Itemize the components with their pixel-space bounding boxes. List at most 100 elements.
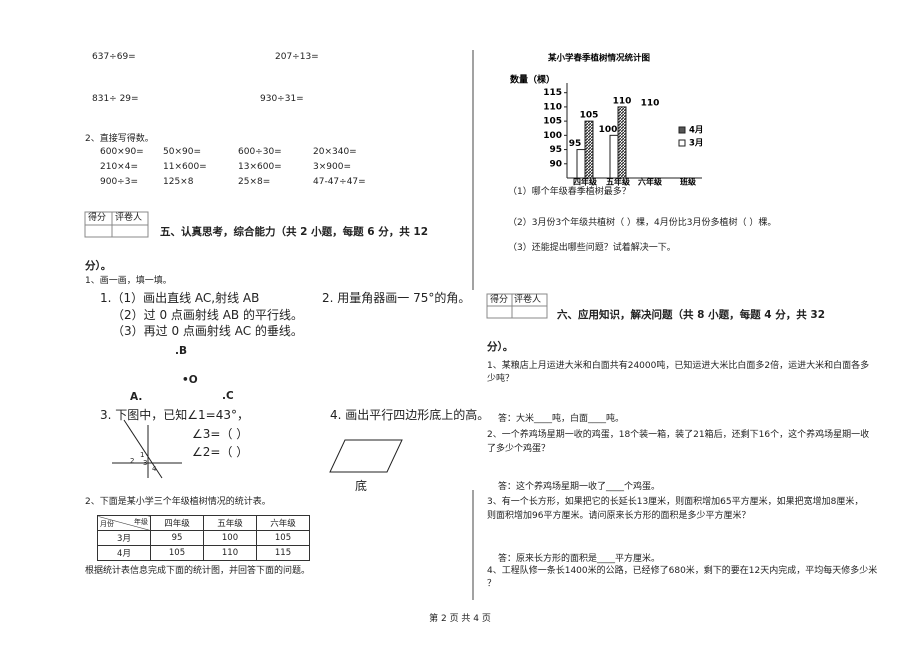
text: 13×600=	[238, 162, 282, 172]
text: 底	[355, 479, 368, 493]
value-label: 105	[580, 111, 599, 121]
text: 答：这个养鸡场星期一收了____个鸡蛋。	[498, 482, 661, 492]
text: 20×340=	[313, 147, 357, 157]
bar	[584, 120, 594, 179]
legend-swatch	[678, 126, 686, 134]
text: 50×90=	[163, 147, 201, 157]
chart: 某小学春季植树情况统计图数量（棵）9095100105110115四年级 五年级六…	[510, 53, 703, 187]
stats-table: 年级 月份 四年级 五年级 六年级 3月 95 100 105 4月 105 110 115	[97, 515, 310, 561]
header-cell: 四年级	[150, 515, 204, 531]
text: 2、直接写得数。	[85, 134, 154, 144]
bar	[609, 134, 619, 179]
text: 1.（1）画出直线 AC,射线 AB	[100, 291, 260, 305]
point-label: .C	[222, 390, 234, 402]
text: 1、某粮店上月运进大米和白面共有24000吨，已知运进大米比白面多2倍，运进大米…	[487, 361, 870, 371]
text: 637÷69=	[92, 52, 136, 62]
parallelogram	[329, 439, 403, 473]
text: 600×90=	[100, 147, 144, 157]
text: 4、工程队修一条长1400米的公路，已经修了680米，剩下的要在12天内完成，平…	[487, 566, 878, 576]
text: 根据统计表信息完成下面的统计图，并回答下面的问题。	[85, 566, 311, 576]
text: 六、应用知识，解决问题（共 8 小题，每题 4 分，共 32	[557, 309, 826, 321]
text: 207÷13=	[275, 52, 319, 62]
text: 答：原来长方形的面积是____平方厘米。	[498, 554, 661, 564]
angle-label: 1	[140, 451, 145, 459]
text: （3）还能提出哪些问题？试着解决一下。	[508, 243, 676, 253]
chart-title: 某小学春季植树情况统计图	[548, 53, 650, 64]
y-axis-label: 数量（棵）	[510, 74, 555, 86]
angle-label: 2	[130, 457, 135, 465]
text: 600÷30=	[238, 147, 282, 157]
text: 4. 画出平行四边形底上的高。	[330, 408, 490, 422]
annotation: 110	[641, 99, 660, 109]
cell: 4月	[97, 545, 151, 561]
text: ∠3=（ ）	[192, 427, 249, 441]
text: 则面积增加96平方厘米。请问原来长方形的面积是多少平方厘米？	[487, 511, 751, 521]
angle-label: 3	[143, 459, 148, 467]
x-tick-label: 五年级	[606, 177, 631, 187]
y-tick-label: 105	[543, 117, 562, 127]
text: 评卷人	[514, 295, 542, 305]
bar	[576, 149, 586, 179]
cell: 105	[150, 545, 204, 561]
text: 1、画一画，填一填。	[85, 276, 172, 286]
y-tick-label: 100	[543, 131, 562, 141]
text: 答：大米____吨，白面____吨。	[498, 414, 625, 424]
text: 2、下面是某小学三个年级植树情况的统计表。	[85, 497, 271, 507]
angle-label: 4	[152, 465, 157, 473]
text: ∠2=（ ）	[192, 445, 249, 459]
text: 少吨？	[487, 374, 515, 384]
text: （3）再过 0 点画射线 AC 的垂线。	[112, 324, 303, 338]
text: （2）3月份3个年级共植树（ ）棵，4月份比3月份多植树（ ）棵。	[508, 218, 777, 228]
text: ？	[487, 579, 497, 589]
value-label: 100	[599, 125, 618, 135]
cell: 105	[256, 530, 310, 546]
corner-label: 年级	[134, 518, 148, 526]
legend-label: 4月	[689, 126, 703, 136]
text: （2）过 0 点画射线 AB 的平行线。	[112, 308, 303, 322]
cell: 100	[203, 530, 257, 546]
text: 3、有一个长方形，如果把它的长延长13厘米，则面积增加65平方厘米，如果把宽增加…	[487, 497, 864, 507]
point-label: .B	[175, 345, 187, 357]
text: 125×8	[163, 177, 194, 187]
y-tick-label: 110	[543, 102, 562, 112]
text: 25×8=	[238, 177, 271, 187]
text: 2. 用量角器画一 75°的角。	[322, 291, 471, 305]
y-tick-label: 95	[549, 145, 562, 155]
text: 3. 下图中，已知∠1=43°，	[100, 408, 249, 422]
y-tick-label: 90	[549, 159, 562, 169]
y-tick-label: 115	[543, 88, 562, 98]
figure-line	[123, 419, 163, 479]
footer: 第 2 页 共 4 页	[429, 614, 491, 624]
cell: 3月	[97, 530, 151, 546]
legend-swatch	[678, 139, 686, 147]
text: 900÷3=	[100, 177, 138, 187]
text: 得分	[88, 213, 107, 223]
text: 930÷31=	[260, 94, 304, 104]
text: 11×600=	[163, 162, 207, 172]
corner-cell: 年级 月份	[97, 515, 151, 531]
point-label: A.	[130, 391, 143, 403]
table-row: 年级 月份 四年级 五年级 六年级	[97, 515, 310, 531]
x-tick-label: 四年级	[573, 177, 598, 187]
text: 831÷ 29=	[92, 94, 139, 104]
corner-label: 月份	[100, 520, 114, 528]
cell: 110	[203, 545, 257, 561]
text: 五、认真思考，综合能力（共 2 小题，每题 6 分，共 12	[160, 226, 429, 238]
text: 分）。	[487, 341, 514, 353]
table-row: 4月 105 110 115	[97, 545, 310, 561]
cell: 115	[256, 545, 310, 561]
header-cell: 六年级	[256, 515, 310, 531]
legend-label: 3月	[689, 139, 703, 149]
x-tick-label: 六年级	[638, 177, 663, 187]
text: 得分	[490, 295, 509, 305]
value-label: 110	[613, 96, 632, 106]
cell: 95	[150, 530, 204, 546]
text: 210×4=	[100, 162, 138, 172]
x-axis-label: 班级	[680, 177, 697, 187]
point-label: •O	[182, 374, 198, 386]
text: （1）哪个年级春季植树最多？	[508, 187, 631, 197]
text: 了多少个鸡蛋？	[487, 444, 551, 454]
text: 分）。	[85, 260, 112, 272]
